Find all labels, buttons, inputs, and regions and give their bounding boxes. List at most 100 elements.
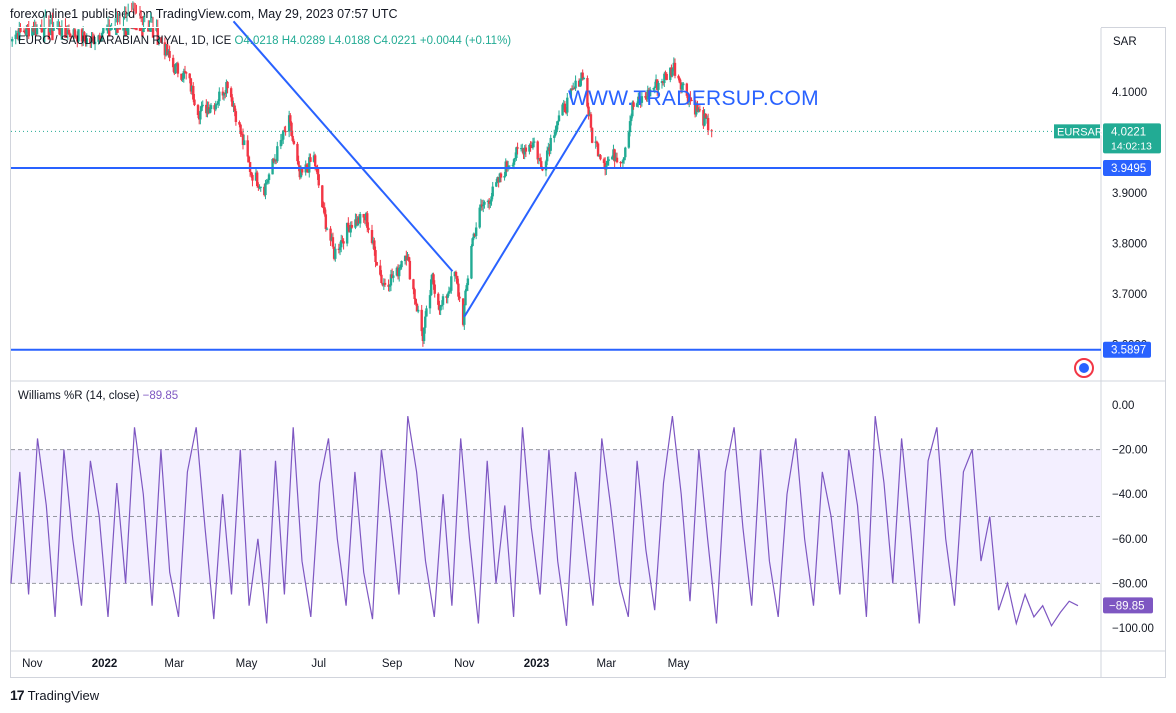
candle-body <box>454 271 458 276</box>
wr-value-label: −89.85 <box>1109 600 1145 612</box>
candle-body <box>259 186 262 188</box>
candle-body <box>98 35 101 40</box>
candle-body <box>367 227 370 230</box>
candle-body <box>255 172 259 187</box>
candle-body <box>589 114 593 128</box>
candle-body <box>267 174 271 181</box>
candle-body <box>595 141 599 144</box>
symbol-name[interactable]: EURO / SAUDI ARABIAN RIYAL, 1D, ICE <box>18 35 232 47</box>
candle-body <box>416 309 420 312</box>
candle-body <box>541 167 544 171</box>
candle-body <box>100 33 104 40</box>
high-value: H4.0289 <box>281 35 326 47</box>
candle-body <box>532 141 536 143</box>
candle-body <box>388 285 391 287</box>
candle-body <box>563 103 567 113</box>
candle-body <box>246 140 249 157</box>
open-value: O4.0218 <box>234 35 279 47</box>
candle-body <box>99 39 103 41</box>
candle-body <box>544 161 548 171</box>
candle-body <box>689 97 692 100</box>
candle-body <box>91 36 94 38</box>
candle-body <box>464 290 467 306</box>
candle-body <box>193 99 196 106</box>
candle-body <box>622 157 626 161</box>
candle-body <box>425 308 428 317</box>
indicator-legend: Williams %R (14, close) −89.85 <box>18 390 178 402</box>
candle-body <box>276 146 279 162</box>
indicator-value: −89.85 <box>142 390 179 402</box>
candle-body <box>499 173 503 178</box>
candle-body <box>233 105 236 112</box>
candle-body <box>573 88 576 90</box>
candle-body <box>292 140 296 144</box>
candle-body <box>696 104 699 112</box>
candle-body <box>515 147 518 159</box>
candle-body <box>554 132 557 136</box>
time-tick-label: 2022 <box>92 658 118 670</box>
candle-body <box>383 282 387 285</box>
candle-body <box>42 28 46 42</box>
candle-body <box>166 44 169 55</box>
candle-body <box>208 109 212 114</box>
candle-body <box>291 135 294 141</box>
candle-body <box>703 113 706 126</box>
candle-body <box>171 57 175 68</box>
candle-body <box>569 88 573 98</box>
candle-body <box>590 127 594 143</box>
candle-body <box>156 28 159 45</box>
candle-body <box>31 28 34 36</box>
candle-body <box>470 245 473 279</box>
symbol-badge-label: EURSAR <box>1057 126 1103 138</box>
candle-body <box>183 71 187 73</box>
candle-body <box>149 28 152 32</box>
candle-body <box>440 304 444 306</box>
candle-body <box>529 145 532 148</box>
candle-body <box>176 63 180 74</box>
candle-body <box>530 147 533 149</box>
candle-body <box>324 214 328 229</box>
candle-body <box>621 160 625 163</box>
candle-body <box>673 62 677 76</box>
candle-body <box>495 182 498 187</box>
candle-body <box>607 159 610 161</box>
candle-body <box>290 122 293 136</box>
price-tick-label: 3.7000 <box>1112 289 1147 301</box>
candle-body <box>264 183 267 196</box>
time-tick-label: Nov <box>454 658 475 670</box>
candle-body <box>349 224 352 233</box>
candle-body <box>329 228 332 241</box>
candle-body <box>289 115 292 123</box>
wr-tick-label: −100.00 <box>1112 623 1154 635</box>
candle-body <box>587 106 590 116</box>
price-legend: EURO / SAUDI ARABIAN RIYAL, 1D, ICE O4.0… <box>18 35 511 47</box>
pane-top-mask <box>11 27 1101 28</box>
candle-body <box>239 124 242 134</box>
footer[interactable]: 17 TradingView <box>10 687 99 703</box>
candle-body <box>428 295 432 309</box>
time-tick-label: Nov <box>22 658 43 670</box>
price-tick-label: 4.1000 <box>1112 87 1147 99</box>
indicator-label[interactable]: Williams %R (14, close) <box>18 390 140 402</box>
candle-body <box>241 134 245 145</box>
candle-body <box>437 293 440 305</box>
candle-body <box>19 28 22 32</box>
candle-body <box>531 142 535 148</box>
candle-body <box>299 168 303 178</box>
candle-body <box>242 140 246 145</box>
candle-body <box>215 104 219 106</box>
candle-body <box>373 240 376 251</box>
candle-body <box>196 105 200 116</box>
candle-body <box>389 274 393 286</box>
williams-r-line <box>10 416 1079 628</box>
candle-body <box>408 260 412 280</box>
candle-body <box>680 85 684 90</box>
candle-body <box>555 125 558 133</box>
candle-body <box>251 174 254 181</box>
candle-body <box>678 78 681 83</box>
candle-body <box>93 41 97 45</box>
candle-body <box>108 28 111 37</box>
candle-body <box>553 135 556 138</box>
candle-body <box>282 130 285 140</box>
